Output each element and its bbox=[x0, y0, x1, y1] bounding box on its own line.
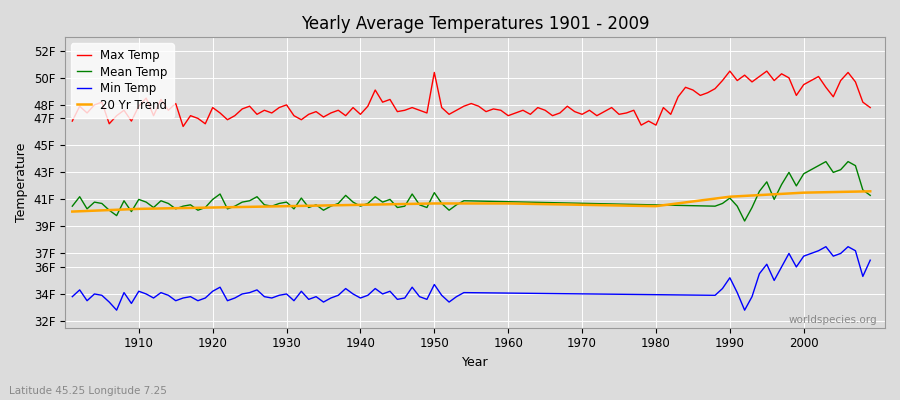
20 Yr Trend bbox=[577, 202, 588, 207]
Line: Max Temp: Max Temp bbox=[72, 71, 870, 126]
Text: Latitude 45.25 Longitude 7.25: Latitude 45.25 Longitude 7.25 bbox=[9, 386, 166, 396]
Line: 20 Yr Trend: 20 Yr Trend bbox=[72, 191, 870, 212]
Mean Temp bbox=[821, 159, 832, 164]
Min Temp bbox=[266, 296, 277, 300]
Min Temp bbox=[821, 244, 832, 249]
Max Temp bbox=[503, 113, 514, 118]
Max Temp bbox=[67, 119, 77, 124]
Max Temp bbox=[510, 110, 521, 115]
Y-axis label: Temperature: Temperature bbox=[15, 143, 28, 222]
Mean Temp bbox=[739, 219, 750, 224]
20 Yr Trend bbox=[429, 201, 440, 206]
Legend: Max Temp, Mean Temp, Min Temp, 20 Yr Trend: Max Temp, Mean Temp, Min Temp, 20 Yr Tre… bbox=[71, 43, 174, 118]
Max Temp bbox=[177, 124, 188, 129]
Mean Temp bbox=[436, 201, 447, 206]
Max Temp bbox=[598, 109, 609, 114]
Min Temp bbox=[865, 258, 876, 262]
Mean Temp bbox=[421, 205, 432, 210]
Max Temp bbox=[724, 69, 735, 74]
20 Yr Trend bbox=[865, 189, 876, 194]
Min Temp bbox=[363, 293, 374, 298]
Mean Temp bbox=[67, 204, 77, 208]
Max Temp bbox=[126, 119, 137, 124]
Min Temp bbox=[112, 308, 122, 312]
20 Yr Trend bbox=[133, 206, 144, 211]
20 Yr Trend bbox=[281, 204, 292, 208]
Mean Temp bbox=[119, 198, 130, 203]
20 Yr Trend bbox=[651, 204, 661, 208]
Max Temp bbox=[296, 117, 307, 122]
Min Temp bbox=[761, 262, 772, 267]
Mean Temp bbox=[355, 204, 365, 208]
Mean Temp bbox=[761, 180, 772, 184]
20 Yr Trend bbox=[724, 194, 735, 199]
20 Yr Trend bbox=[798, 190, 809, 195]
Min Temp bbox=[429, 282, 440, 287]
Line: Mean Temp: Mean Temp bbox=[72, 162, 870, 221]
Text: worldspecies.org: worldspecies.org bbox=[788, 315, 877, 325]
20 Yr Trend bbox=[355, 202, 365, 207]
Line: Min Temp: Min Temp bbox=[72, 247, 870, 310]
Min Temp bbox=[67, 294, 77, 299]
Title: Yearly Average Temperatures 1901 - 2009: Yearly Average Temperatures 1901 - 2009 bbox=[301, 15, 649, 33]
Max Temp bbox=[340, 113, 351, 118]
Mean Temp bbox=[259, 202, 270, 207]
Min Temp bbox=[126, 301, 137, 306]
Mean Temp bbox=[865, 193, 876, 198]
X-axis label: Year: Year bbox=[462, 356, 489, 369]
Min Temp bbox=[444, 300, 454, 304]
Max Temp bbox=[865, 105, 876, 110]
20 Yr Trend bbox=[67, 209, 77, 214]
20 Yr Trend bbox=[503, 201, 514, 206]
20 Yr Trend bbox=[207, 205, 218, 210]
